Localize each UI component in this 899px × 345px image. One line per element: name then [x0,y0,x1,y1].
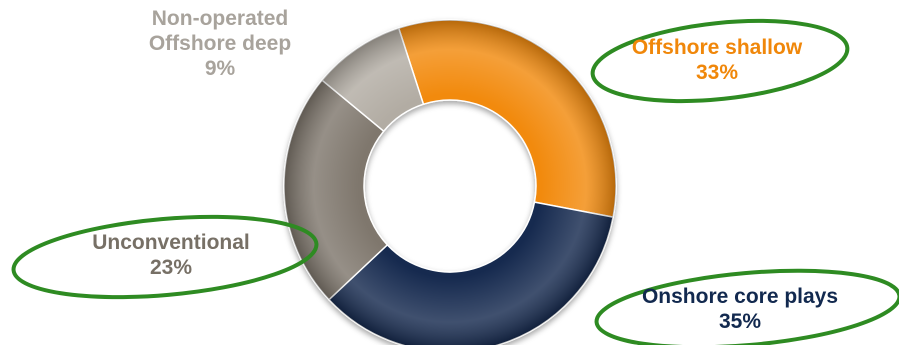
slice-label-non-operated-offshore-deep: Non-operated Offshore deep 9% [105,6,335,81]
highlight-rings [11,18,899,345]
slice-label-name: Unconventional [92,231,250,254]
highlight-ring-unconventional [11,214,319,300]
donut-bevel-sheen [284,20,616,345]
donut-sheen [284,20,616,345]
slice-label-value: 23% [149,256,193,279]
slice-label-name-line-2: Offshore deep [148,32,292,55]
slice-label-unconventional: Unconventional 23% [46,230,296,280]
slice-label-onshore-core-plays: Onshore core plays 35% [610,284,870,334]
slice-label-offshore-shallow: Offshore shallow 33% [597,35,837,85]
slice-label-value: 35% [718,310,762,333]
slice-label-value: 33% [695,61,739,84]
slice-label-name: Offshore shallow [631,36,803,59]
slice-label-name-line-1: Non-operated [151,7,289,30]
slice-label-name: Onshore core plays [641,285,839,308]
slice-label-value: 9% [204,57,236,80]
highlight-ring-offshore-shallow [590,18,850,104]
